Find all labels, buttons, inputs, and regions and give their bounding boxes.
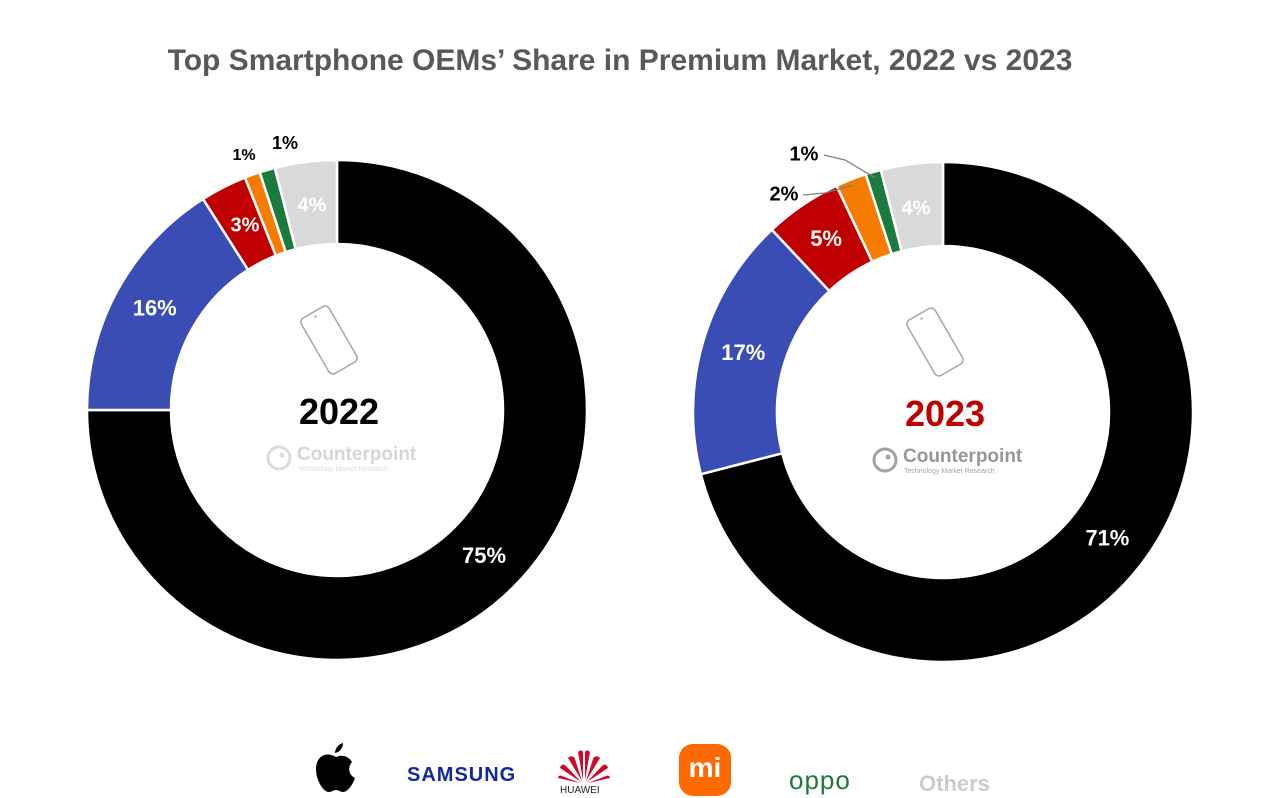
data-label-huawei: 3% [231, 214, 260, 236]
svg-text:Counterpoint: Counterpoint [297, 444, 417, 465]
data-label-oppo: 1% [272, 133, 298, 153]
data-label-samsung: 17% [721, 340, 765, 365]
xiaomi-logo-icon [679, 744, 731, 796]
slice-others [879, 160, 945, 253]
slice-others [273, 158, 339, 251]
svg-text:Counterpoint: Counterpoint [903, 446, 1023, 467]
data-label-apple: 71% [1085, 525, 1129, 550]
legend-others: Others [919, 771, 990, 796]
data-label-xiaomi: 1% [232, 147, 255, 164]
leader-line [802, 184, 854, 196]
data-label-others: 4% [902, 197, 931, 219]
huawei-logo-icon [558, 750, 610, 783]
year-label-2023: 2023 [905, 393, 985, 434]
svg-text:Technology Market Research: Technology Market Research [298, 466, 389, 473]
smartphone-icon [300, 305, 358, 375]
slice-apple [699, 160, 1195, 664]
apple-logo-icon [316, 743, 355, 792]
leader-line [823, 154, 876, 179]
data-label-samsung: 16% [133, 296, 177, 321]
slice-apple [85, 158, 589, 662]
legend-oppo: oppo [789, 765, 851, 795]
data-label-oppo: 1% [790, 143, 819, 165]
smartphone-icon [906, 307, 964, 377]
year-label-2022: 2022 [299, 391, 379, 432]
data-label-huawei: 5% [810, 226, 842, 251]
data-label-xiaomi: 2% [770, 183, 799, 205]
data-label-apple: 75% [462, 543, 506, 568]
svg-text:Technology Market Research: Technology Market Research [904, 468, 995, 475]
data-label-others: 4% [298, 194, 327, 216]
legend-samsung: SAMSUNG [407, 764, 517, 786]
chart-title: Top Smartphone OEMs’ Share in Premium Ma… [167, 44, 1073, 77]
legend-xiaomi: mi [688, 752, 722, 783]
legend-huawei: HUAWEI [560, 785, 600, 796]
